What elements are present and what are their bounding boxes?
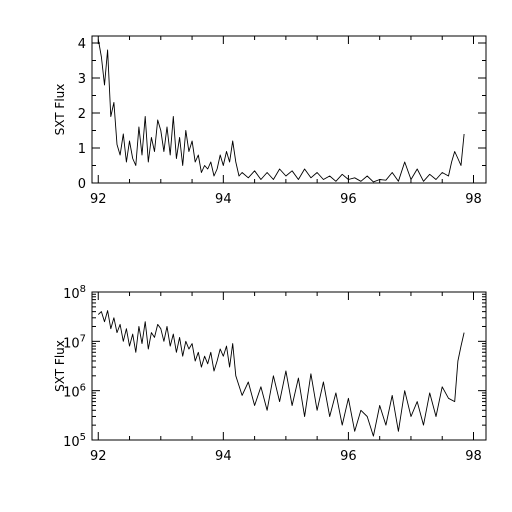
plot-frame: [91, 35, 487, 184]
x-tick-label: 92: [90, 192, 107, 207]
y-tick-exponent: 5: [80, 432, 86, 443]
x-tick-label: 98: [465, 192, 482, 207]
y-tick-label: 2: [78, 107, 86, 122]
y-tick-base: 10: [63, 435, 80, 450]
top-panel: 92 94 96 98 0 1 2 3 4 SXT Flux: [53, 35, 487, 207]
y-tick-label: 106: [63, 383, 86, 401]
y-tick-label: 4: [78, 37, 86, 52]
x-tick-label: 94: [215, 449, 232, 464]
y-tick-base: 10: [63, 386, 80, 401]
y-tick-label: 105: [63, 432, 86, 450]
y-tick-label: 107: [63, 333, 86, 351]
x-tick-label: 92: [90, 449, 107, 464]
flux-series-line: [97, 310, 465, 437]
y-tick-exponent: 6: [80, 383, 86, 394]
y-axis-label: SXT Flux: [53, 340, 67, 392]
y-tick-label: 1: [78, 142, 86, 157]
flux-series-line: [97, 39, 465, 183]
x-tick-label: 96: [340, 192, 357, 207]
x-tick-label: 96: [340, 449, 357, 464]
y-tick-label: 0: [78, 177, 86, 192]
plot-frame: [91, 291, 487, 441]
y-tick-exponent: 8: [80, 284, 86, 295]
y-tick-label: 3: [78, 72, 86, 87]
x-tick-label: 94: [215, 192, 232, 207]
x-tick-label: 98: [465, 449, 482, 464]
y-axis-label: SXT Flux: [53, 84, 67, 136]
y-tick-label: 108: [63, 284, 86, 302]
y-tick-exponent: 7: [80, 333, 86, 344]
y-tick-base: 10: [63, 336, 80, 351]
y-tick-base: 10: [63, 287, 80, 302]
